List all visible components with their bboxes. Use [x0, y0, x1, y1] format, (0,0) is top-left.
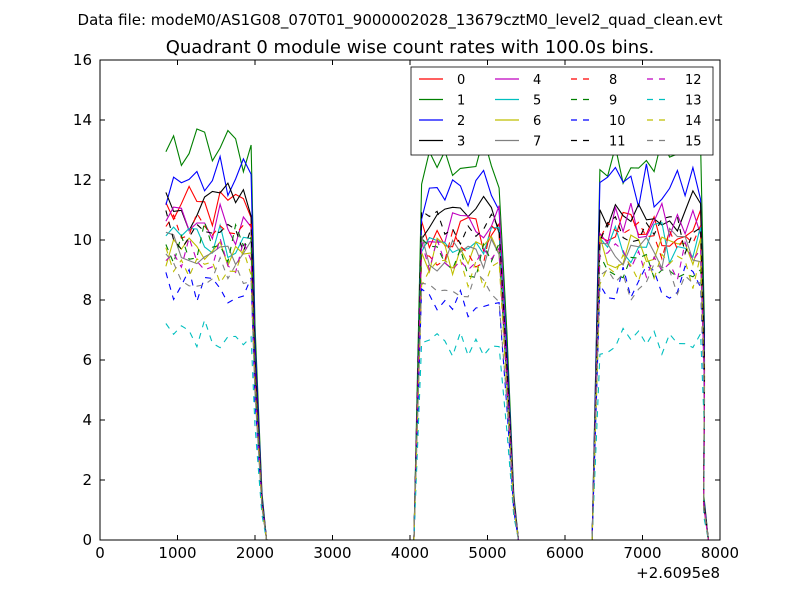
y-tick-label: 14 — [73, 111, 92, 129]
legend-label-11: 11 — [609, 135, 626, 150]
legend-label-3: 3 — [457, 135, 465, 150]
x-tick-label: 4000 — [391, 544, 429, 562]
series-line-13 — [165, 318, 709, 541]
y-tick-label: 2 — [82, 471, 92, 489]
y-tick-label: 6 — [82, 351, 92, 369]
legend-label-15: 15 — [685, 135, 702, 150]
y-tick-label: 4 — [82, 411, 92, 429]
series-line-15 — [165, 253, 709, 541]
series-line-9 — [165, 219, 709, 541]
x-tick-label: 3000 — [313, 544, 351, 562]
x-tick-label: 0 — [95, 544, 105, 562]
legend-label-10: 10 — [609, 114, 626, 129]
legend-label-7: 7 — [533, 135, 541, 150]
series-line-12 — [165, 235, 709, 541]
legend-label-5: 5 — [533, 94, 541, 109]
legend-label-14: 14 — [685, 114, 702, 129]
x-tick-label: 5000 — [468, 544, 506, 562]
x-offset-label: +2.6095e8 — [636, 564, 720, 582]
legend-label-13: 13 — [685, 94, 702, 109]
x-tick-label: 8000 — [701, 544, 739, 562]
series-line-3 — [165, 182, 709, 541]
legend-label-8: 8 — [609, 73, 617, 88]
y-tick-label: 0 — [82, 531, 92, 549]
legend-label-1: 1 — [457, 94, 465, 109]
legend-label-12: 12 — [685, 73, 702, 88]
x-tick-label: 1000 — [158, 544, 196, 562]
legend-label-2: 2 — [457, 114, 465, 129]
chart-title: Quadrant 0 module wise count rates with … — [166, 37, 655, 58]
series-line-14 — [165, 247, 709, 541]
series-line-4 — [165, 201, 709, 541]
y-tick-label: 10 — [73, 231, 92, 249]
y-tick-label: 12 — [73, 171, 92, 189]
y-tick-label: 16 — [73, 51, 92, 69]
series-line-8 — [165, 211, 709, 541]
legend-label-0: 0 — [457, 73, 465, 88]
x-tick-label: 2000 — [236, 544, 274, 562]
series-line-6 — [165, 234, 709, 541]
y-tick-label: 8 — [82, 291, 92, 309]
axis-ticks: 0 1000 2000 3000 4000 5000 6000 7000 80000246810… — [73, 51, 739, 562]
series-line-2 — [165, 154, 709, 541]
legend-label-6: 6 — [533, 114, 541, 129]
data-file-caption: Data file: modeM0/AS1G08_070T01_90000020… — [78, 11, 723, 30]
series-line-5 — [165, 222, 709, 541]
legend-label-9: 9 — [609, 94, 617, 109]
x-tick-label: 6000 — [546, 544, 584, 562]
legend-label-4: 4 — [533, 73, 541, 88]
x-tick-label: 7000 — [623, 544, 661, 562]
